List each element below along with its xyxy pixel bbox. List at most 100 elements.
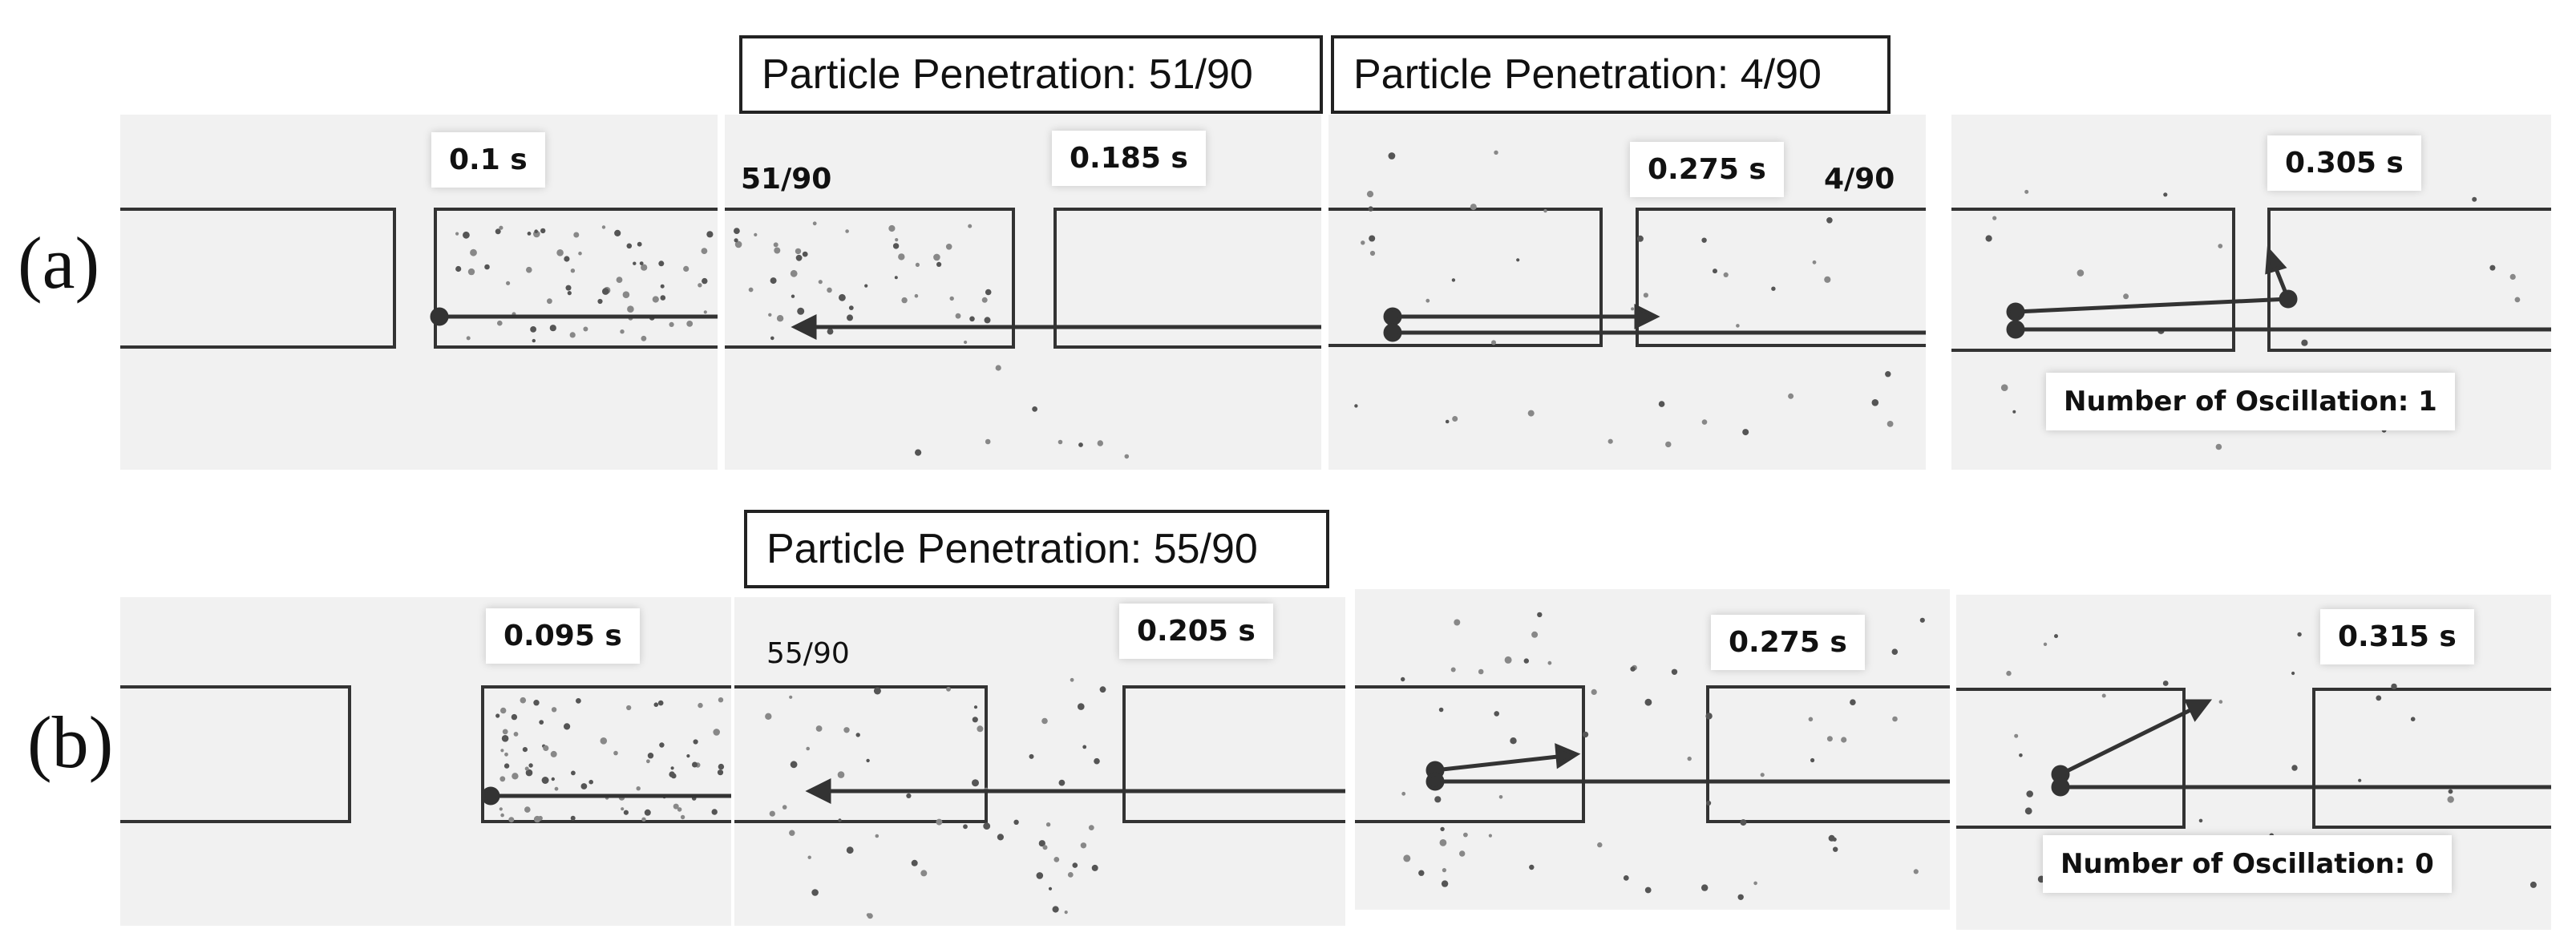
particle (564, 723, 571, 730)
penetration-count-b2: 55/90 (766, 637, 850, 670)
particle (1439, 839, 1447, 846)
particle (1891, 648, 1899, 655)
particle (936, 261, 942, 267)
particle (1045, 822, 1051, 827)
particle (1985, 235, 1992, 242)
particle (616, 277, 623, 283)
particle (888, 224, 896, 232)
particle (748, 287, 754, 293)
particle (534, 229, 538, 233)
particle (1080, 842, 1087, 849)
particle (1826, 217, 1833, 224)
particle (528, 763, 533, 768)
particle (1841, 737, 1847, 743)
particle (647, 753, 654, 759)
particle (1124, 454, 1130, 459)
particle (698, 283, 702, 288)
particle (702, 277, 708, 285)
oscillation-label-a4: Number of Oscillation: 1 (2046, 373, 2455, 430)
particle (541, 777, 549, 784)
particle (1713, 269, 1717, 274)
particle (795, 254, 803, 261)
particle (2448, 789, 2453, 794)
particle (570, 269, 576, 273)
particle (914, 293, 919, 298)
panel-a3: 0.275 s 4/90 (1328, 115, 1926, 470)
particle (807, 855, 811, 859)
particle (653, 702, 659, 707)
particle (717, 769, 724, 776)
particle (576, 698, 581, 704)
particle (915, 449, 922, 456)
particle (2358, 778, 2362, 782)
particle (530, 326, 536, 333)
particle (565, 285, 572, 291)
particle (1052, 906, 1059, 913)
particle (1992, 216, 1997, 220)
particle (554, 786, 559, 791)
particle (2215, 443, 2222, 450)
particle (1771, 286, 1776, 291)
particle (513, 732, 519, 737)
particle (2291, 765, 2298, 771)
channel-walls (1951, 208, 2551, 352)
particle (1808, 717, 1814, 722)
particle (997, 834, 1004, 841)
particle (1067, 872, 1074, 878)
particle (734, 228, 740, 234)
trajectory-arrow (805, 777, 1345, 805)
particle (985, 289, 992, 296)
particle (644, 809, 651, 816)
particle (1705, 713, 1713, 720)
time-label-a1: 0.1 s (431, 132, 545, 188)
particle (837, 771, 845, 778)
particle (915, 262, 920, 267)
particle (1097, 440, 1103, 446)
particle (580, 783, 588, 789)
particle (641, 264, 648, 271)
particle (533, 700, 540, 706)
particle (963, 824, 968, 830)
particle (985, 438, 991, 445)
particle (1753, 881, 1757, 886)
particle (973, 705, 978, 709)
particle-cloud (495, 697, 725, 823)
particle (806, 746, 810, 751)
particle (1369, 235, 1376, 242)
particle (569, 332, 576, 338)
particle (818, 280, 823, 285)
particle (1597, 842, 1603, 848)
particle (660, 295, 666, 301)
particle (600, 737, 608, 745)
particle (945, 244, 952, 250)
particle (969, 316, 975, 322)
particle (2043, 642, 2048, 646)
particle (1760, 773, 1765, 777)
particle (1810, 757, 1815, 763)
particle (588, 779, 593, 785)
time-label-a2: 0.185 s (1052, 131, 1206, 186)
particle (547, 298, 552, 305)
particle (892, 243, 900, 249)
time-label-b1: 0.095 s (486, 608, 640, 664)
panel-a2: 51/90 0.185 s (725, 115, 1321, 470)
particle (2509, 273, 2516, 280)
particle (1665, 441, 1672, 448)
particle (773, 242, 778, 248)
particle (1687, 756, 1692, 761)
particle (2297, 632, 2302, 637)
particle (657, 700, 664, 706)
particle (949, 296, 954, 301)
particle (1630, 666, 1636, 672)
trajectory-arrow (1425, 743, 1950, 791)
particle (843, 727, 850, 733)
particle (637, 241, 642, 247)
row-b-label: (b) (27, 701, 114, 783)
particle (754, 232, 758, 236)
particle (673, 803, 679, 810)
particle (768, 313, 772, 317)
particle (2006, 670, 2012, 676)
particle (706, 231, 714, 238)
particle (686, 321, 694, 327)
